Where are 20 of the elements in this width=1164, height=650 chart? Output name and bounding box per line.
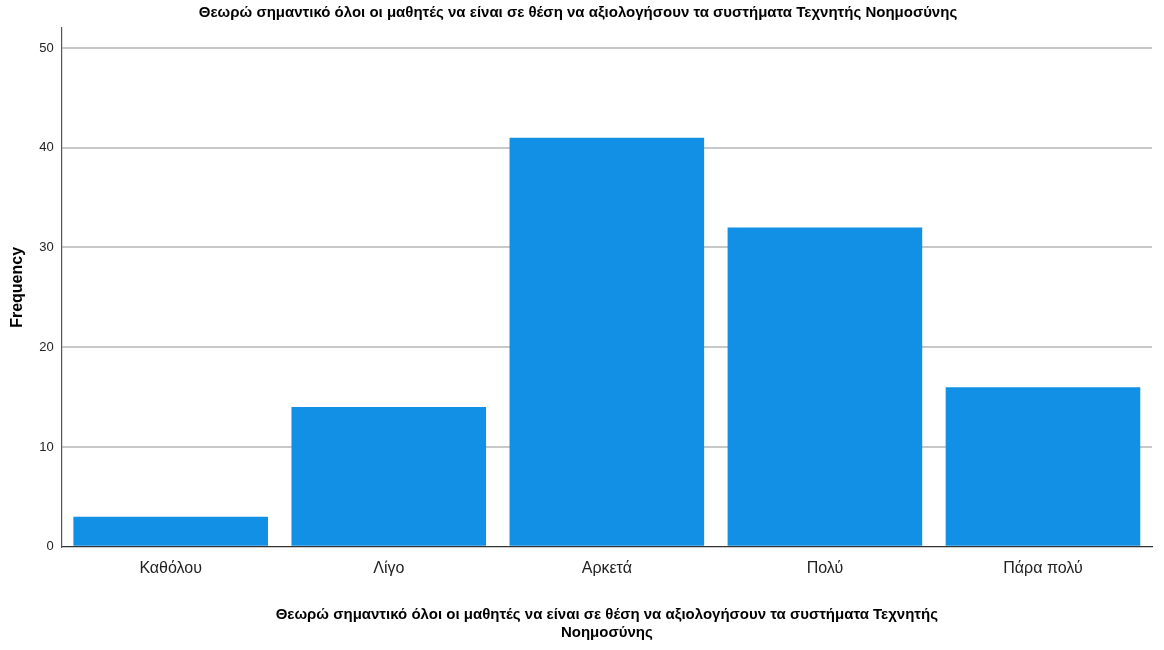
- x-tick-label: Καθόλου: [139, 558, 203, 576]
- bar: [945, 387, 1141, 546]
- y-tick-label: 10: [39, 438, 54, 454]
- chart-title: Θεωρώ σημαντικό όλοι οι μαθητές να είναι σε θέση να αξιολογήσουν τα συστήματα Τεχνητής Νοημοσύνης: [198, 3, 958, 21]
- bar: [727, 227, 923, 546]
- x-tick-label: Πολύ: [806, 558, 844, 576]
- bar: [291, 407, 487, 546]
- text: Νοημοσύνης: [560, 623, 653, 641]
- y-tick-label: 30: [39, 239, 54, 255]
- x-tick-label: Λίγο: [373, 558, 405, 576]
- x-tick-label: Πάρα πολύ: [1003, 558, 1083, 576]
- y-axis-title: Frequency: [8, 246, 26, 328]
- x-tick-label: Αρκετά: [581, 558, 632, 576]
- text: Θεωρώ σημαντικό όλοι οι μαθητές να είναι σε θέση να αξιολογήσουν τα συστήματα Τεχνητής: [275, 605, 939, 623]
- bar: [509, 137, 705, 546]
- y-tick-label: 40: [39, 139, 54, 155]
- bar: [73, 516, 268, 546]
- y-tick-label: 0: [46, 538, 54, 554]
- y-tick-label: 20: [39, 338, 54, 354]
- y-tick-label: 50: [39, 39, 54, 55]
